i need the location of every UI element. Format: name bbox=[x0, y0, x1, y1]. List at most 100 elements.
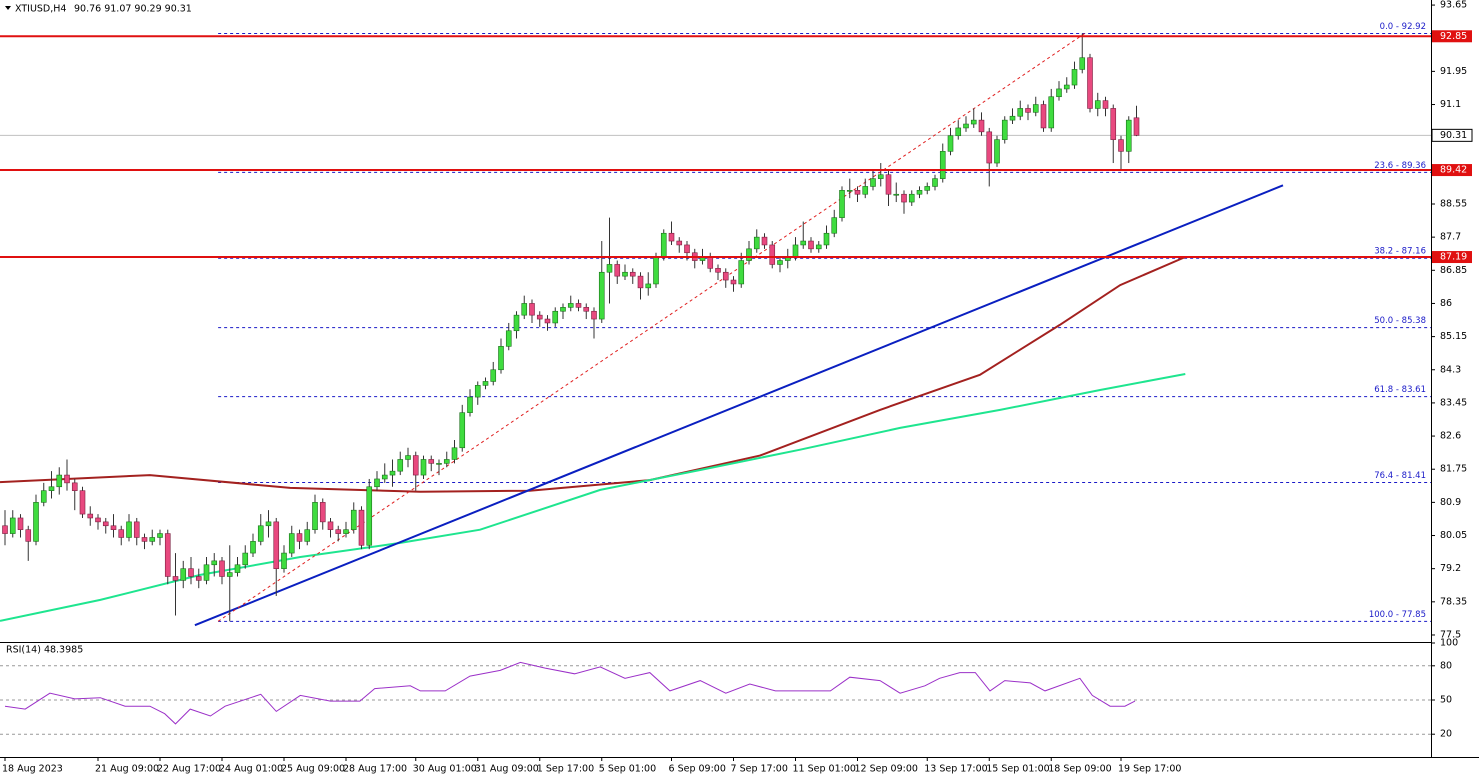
price-tag-label: 89.42 bbox=[1440, 165, 1467, 176]
candle-body bbox=[172, 576, 179, 581]
y-tick-label: 91.1 bbox=[1440, 99, 1461, 110]
candle-body bbox=[9, 517, 16, 534]
candle-body bbox=[110, 525, 117, 530]
x-tick-label: 12 Sep 09:00 bbox=[855, 764, 918, 775]
candle-body bbox=[118, 529, 125, 538]
candle-body bbox=[955, 127, 962, 137]
candle-body bbox=[443, 459, 450, 464]
menu-arrow bbox=[5, 6, 11, 10]
candle-body bbox=[606, 264, 613, 273]
candle-body bbox=[1017, 108, 1024, 117]
y-tick-label: 91.95 bbox=[1440, 66, 1467, 77]
x-tick-label: 7 Sep 17:00 bbox=[731, 764, 788, 775]
fib-label: 0.0 - 92.92 bbox=[1380, 22, 1426, 32]
candle-body bbox=[761, 236, 768, 246]
price-tag-label: 87.19 bbox=[1440, 252, 1467, 263]
candle-body bbox=[746, 248, 752, 261]
x-tick-label: 15 Sep 01:00 bbox=[986, 764, 1049, 775]
candle-body bbox=[1071, 69, 1078, 86]
candle-body bbox=[513, 314, 520, 332]
x-tick-label: 13 Sep 17:00 bbox=[924, 764, 987, 775]
candle-body bbox=[916, 190, 923, 195]
candle-body bbox=[1087, 57, 1093, 109]
candle-body bbox=[707, 256, 714, 269]
x-tick-label: 6 Sep 09:00 bbox=[669, 764, 726, 775]
rsi-tick-label: 20 bbox=[1440, 729, 1452, 740]
fib-label: 50.0 - 85.38 bbox=[1374, 316, 1426, 326]
candle-body bbox=[583, 307, 590, 312]
candle-body bbox=[668, 232, 675, 242]
candle-body bbox=[95, 517, 101, 523]
candle-body bbox=[250, 541, 256, 554]
candle-body bbox=[660, 232, 667, 257]
candle-body bbox=[203, 564, 210, 581]
x-tick-label: 1 Sep 17:00 bbox=[537, 764, 594, 775]
rsi-tick-label: 50 bbox=[1440, 695, 1452, 706]
fib-label: 100.0 - 77.85 bbox=[1369, 610, 1426, 620]
candle-body bbox=[33, 502, 39, 542]
candle-body bbox=[846, 190, 853, 192]
candle-body bbox=[335, 529, 342, 534]
y-tick-label: 88.55 bbox=[1440, 198, 1467, 209]
candle-body bbox=[126, 521, 132, 538]
y-tick-label: 81.75 bbox=[1440, 464, 1467, 475]
candle-body bbox=[459, 412, 466, 449]
candle-body bbox=[808, 240, 814, 250]
candle-body bbox=[25, 529, 32, 542]
candle-body bbox=[800, 240, 807, 246]
candle-body bbox=[901, 193, 907, 203]
candle-body bbox=[986, 131, 993, 164]
rsi-label: RSI(14) 48.3985 bbox=[6, 645, 83, 656]
x-tick-label: 28 Aug 17:00 bbox=[343, 764, 407, 775]
candle-body bbox=[637, 275, 644, 289]
candle-body bbox=[1040, 104, 1047, 129]
candle-body bbox=[994, 139, 1000, 164]
candle-body bbox=[1102, 100, 1109, 109]
y-tick-label: 93.65 bbox=[1440, 0, 1467, 11]
x-tick-label: 19 Sep 17:00 bbox=[1118, 764, 1181, 775]
candle-body bbox=[281, 552, 287, 569]
candle-body bbox=[505, 330, 512, 347]
candle-body bbox=[482, 381, 489, 386]
candle-body bbox=[885, 174, 892, 195]
y-tick-label: 80.05 bbox=[1440, 530, 1467, 541]
candle-body bbox=[71, 482, 78, 491]
candle-body bbox=[48, 486, 55, 491]
candle-body bbox=[296, 533, 303, 542]
candle-body bbox=[288, 533, 295, 554]
price-tag bbox=[1432, 251, 1472, 264]
candle-body bbox=[312, 502, 318, 530]
candle-body bbox=[908, 193, 915, 203]
candle-body bbox=[451, 447, 458, 460]
x-tick-label: 24 Aug 01:00 bbox=[219, 764, 283, 775]
candle-body bbox=[304, 529, 311, 542]
y-tick-label: 85.15 bbox=[1440, 331, 1467, 342]
candle-body bbox=[769, 244, 776, 265]
candle-body bbox=[715, 268, 721, 273]
candle-body bbox=[1125, 119, 1132, 152]
candle-body bbox=[327, 521, 334, 530]
y-tick-label: 79.2 bbox=[1440, 563, 1461, 574]
candle-body bbox=[366, 486, 373, 546]
y-tick-label: 86.85 bbox=[1440, 265, 1467, 276]
y-tick-label: 82.6 bbox=[1440, 431, 1461, 442]
candle-body bbox=[180, 568, 187, 581]
candle-body bbox=[436, 463, 442, 465]
candle-body bbox=[831, 217, 838, 234]
candle-body bbox=[389, 470, 396, 476]
x-tick-label: 18 Aug 2023 bbox=[2, 764, 63, 775]
y-tick-label: 78.35 bbox=[1440, 596, 1467, 607]
candle-body bbox=[738, 260, 745, 285]
candle-body bbox=[358, 509, 365, 546]
candle-body bbox=[141, 537, 148, 542]
trendline bbox=[194, 184, 1284, 627]
candle-body bbox=[234, 564, 241, 573]
candle-body bbox=[381, 474, 388, 480]
candle-body bbox=[1056, 88, 1062, 98]
candle-body bbox=[978, 119, 985, 133]
candle-body bbox=[164, 533, 171, 577]
candle-body bbox=[102, 521, 109, 527]
candle-body bbox=[64, 474, 70, 484]
candle-body bbox=[567, 303, 574, 308]
candle-body bbox=[1032, 104, 1039, 113]
